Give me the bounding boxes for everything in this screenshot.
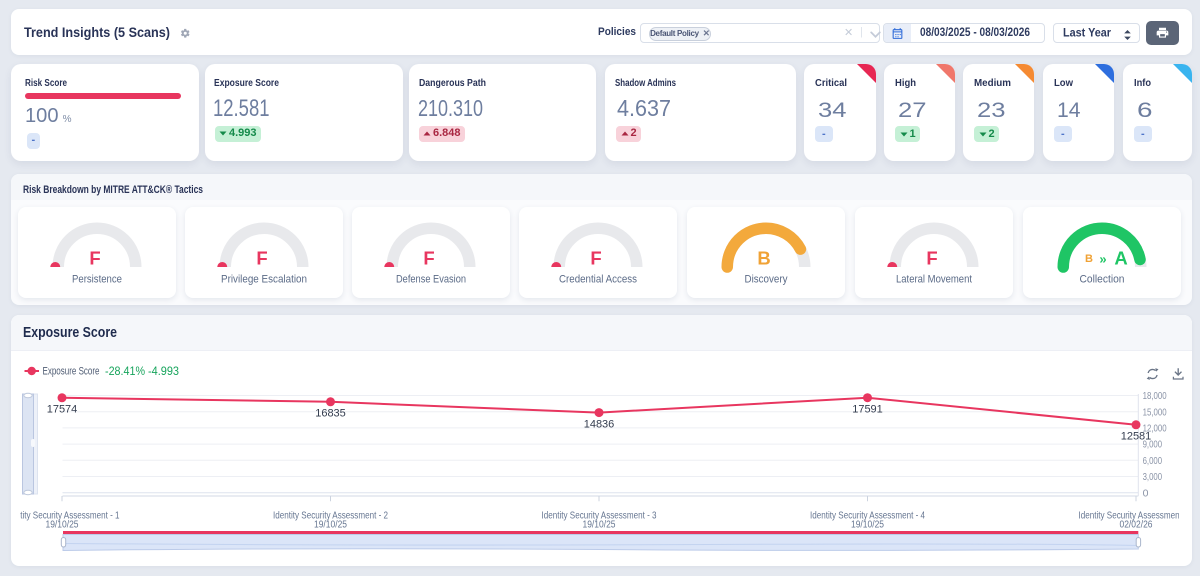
svg-text:Identity Security Assessment -: Identity Security Assessment - 1	[11, 511, 120, 522]
svg-text:Lateral Movement: Lateral Movement	[896, 274, 972, 286]
svg-text:Risk Score: Risk Score	[25, 78, 67, 89]
svg-text:12581: 12581	[1121, 431, 1152, 443]
svg-text:F: F	[423, 248, 434, 269]
svg-text:F: F	[590, 248, 601, 269]
svg-text:19/10/25: 19/10/25	[314, 520, 347, 531]
svg-text:F: F	[256, 248, 267, 269]
svg-text:17574: 17574	[47, 404, 78, 416]
svg-text:Trend Insights (5 Scans): Trend Insights (5 Scans)	[24, 24, 170, 40]
svg-text:Identity Security Assessment -: Identity Security Assessment - 2	[273, 511, 388, 522]
svg-text:14: 14	[1057, 101, 1081, 120]
svg-text:-4.993: -4.993	[148, 364, 179, 378]
svg-text:F: F	[926, 248, 937, 269]
svg-text:Collection: Collection	[1080, 274, 1125, 286]
svg-text:08/03/2025 - 08/03/2026: 08/03/2025 - 08/03/2026	[920, 25, 1030, 39]
svg-text:Risk Breakdown by MITRE ATT&CK: Risk Breakdown by MITRE ATT&CK® Tactics	[23, 184, 203, 196]
svg-text:14836: 14836	[584, 419, 615, 431]
svg-text:B: B	[1085, 253, 1093, 265]
svg-text:23: 23	[977, 101, 1006, 120]
svg-text:Identity Security Assessment -: Identity Security Assessment - 3	[542, 511, 657, 522]
svg-text:19/10/25: 19/10/25	[46, 520, 79, 531]
svg-text:A: A	[1114, 248, 1127, 269]
svg-text:02/02/26: 02/02/26	[1120, 520, 1153, 531]
svg-text:-28.41%: -28.41%	[105, 364, 145, 378]
svg-text:Persistence: Persistence	[72, 274, 122, 286]
svg-text:Last Year: Last Year	[1063, 26, 1111, 40]
svg-text:27: 27	[898, 101, 927, 120]
svg-text:34: 34	[818, 101, 847, 120]
svg-text:19/10/25: 19/10/25	[583, 520, 616, 531]
svg-text:12.581: 12.581	[213, 98, 270, 119]
svg-text:Identity Security Assessment -: Identity Security Assessment - 5	[1079, 511, 1192, 522]
svg-text:Privilege Escalation: Privilege Escalation	[221, 274, 307, 286]
svg-text:18,000: 18,000	[1143, 390, 1167, 402]
svg-text:High: High	[895, 78, 916, 89]
svg-text:19/10/25: 19/10/25	[851, 520, 884, 531]
svg-text:9,000: 9,000	[1143, 439, 1163, 451]
svg-text:B: B	[757, 248, 770, 269]
svg-text:17591: 17591	[852, 404, 883, 416]
svg-text:6: 6	[1137, 101, 1153, 120]
svg-text:Critical: Critical	[815, 78, 847, 89]
svg-text:Low: Low	[1054, 78, 1073, 89]
svg-text:Policies: Policies	[598, 26, 636, 38]
svg-text:Exposure Score: Exposure Score	[214, 78, 279, 89]
svg-text:0: 0	[1143, 487, 1149, 499]
svg-text:Discovery: Discovery	[744, 274, 787, 286]
svg-text:Medium: Medium	[974, 78, 1011, 89]
svg-text:Exposure Score: Exposure Score	[23, 324, 117, 340]
svg-text:Exposure Score: Exposure Score	[43, 366, 100, 378]
svg-text:Info: Info	[1134, 78, 1151, 89]
svg-text:100: 100	[25, 106, 59, 125]
svg-text:4.637: 4.637	[617, 98, 671, 119]
svg-text:Identity Security Assessment -: Identity Security Assessment - 4	[810, 511, 925, 522]
svg-text:Dangerous Path: Dangerous Path	[419, 78, 486, 89]
svg-text:Shadow Admins: Shadow Admins	[615, 78, 676, 89]
svg-text:»: »	[1099, 252, 1106, 267]
svg-text:6,000: 6,000	[1143, 455, 1163, 467]
svg-text:16835: 16835	[315, 408, 346, 420]
svg-text:Credential Access: Credential Access	[559, 274, 637, 286]
svg-text:F: F	[89, 248, 100, 269]
svg-text:%: %	[63, 114, 72, 125]
svg-text:3,000: 3,000	[1143, 471, 1163, 483]
svg-text:Defense Evasion: Defense Evasion	[396, 274, 466, 286]
svg-text:12,000: 12,000	[1143, 423, 1167, 435]
svg-text:15,000: 15,000	[1143, 406, 1167, 418]
svg-text:210.310: 210.310	[418, 98, 483, 119]
